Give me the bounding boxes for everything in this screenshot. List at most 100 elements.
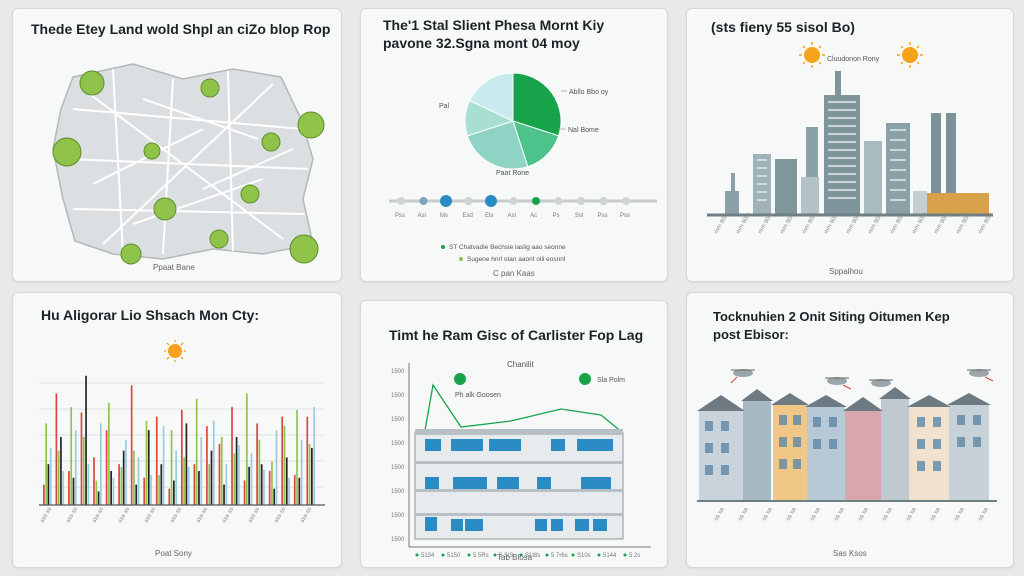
bar: [311, 447, 313, 505]
bar: [110, 471, 112, 505]
building: [931, 113, 941, 193]
bar: [263, 469, 265, 505]
bar: [243, 480, 246, 505]
house: [807, 407, 845, 501]
building-x-dot: [415, 553, 419, 557]
bar: [313, 407, 315, 505]
bar: [155, 416, 158, 505]
svg-text:ss sa: ss sa: [954, 506, 967, 522]
bar: [122, 450, 125, 505]
buildings: [725, 71, 989, 215]
bar: [220, 437, 223, 505]
building-windows: [425, 439, 613, 531]
bar: [95, 480, 98, 505]
bar: [246, 393, 248, 505]
houses-caption: Sas Ksos: [833, 549, 867, 558]
bar: [193, 464, 196, 505]
svg-text:ss sa: ss sa: [786, 506, 799, 522]
bar: [147, 430, 150, 505]
bar: [93, 457, 95, 505]
house-windows: [705, 415, 981, 475]
building-caption: Tab Blosa: [497, 553, 533, 562]
building-x-label: 5144: [603, 553, 617, 559]
building-y-labels: 1500 1500 1500 1500 1500 1500 1500 1500: [391, 369, 405, 543]
building-y-label: 1500: [391, 417, 405, 423]
bar: [112, 477, 115, 505]
bar: [250, 453, 253, 505]
building-y-label: 1500: [391, 393, 405, 399]
bar: [97, 491, 100, 505]
axis-marker-icon: [577, 197, 585, 205]
map-marker: [297, 111, 325, 139]
bar: [283, 426, 286, 505]
bar: [62, 471, 65, 505]
bar: [55, 393, 58, 505]
axis-marker-icon: [509, 197, 518, 205]
building-x-label: 5 2s: [629, 553, 640, 559]
bar: [43, 484, 45, 505]
bar: [162, 426, 165, 505]
bar: [120, 466, 123, 505]
map-marker: [120, 243, 142, 265]
bar: [248, 466, 250, 505]
bars-caption: Poat Sony: [155, 549, 192, 558]
bar: [210, 450, 213, 505]
building-y-label: 1500: [391, 369, 405, 375]
building-callout-3: Sla Polm: [597, 377, 625, 384]
building-x-label: S1t8s: [525, 553, 540, 559]
pie-axis-label: Els: [485, 213, 493, 219]
axis-marker-icon: [554, 197, 563, 205]
axis-marker-icon: [397, 197, 405, 205]
svg-text:ss sa: ss sa: [858, 506, 871, 522]
skyline-illustration: Cluudonon Rony mm 90m mm 90m mm 9: [707, 42, 994, 235]
bar: [195, 398, 198, 505]
bars-panel: Hu Aligorar Lio Shsach Mon Cty: sss ss s…: [12, 292, 342, 568]
pie-legend-2: Sugene hnrl otan aaont olli eosnnl: [467, 256, 566, 263]
bar: [45, 423, 47, 505]
building-callout-dot: [454, 373, 466, 385]
bar: [308, 443, 311, 505]
pie-axis-label: Pss: [395, 213, 405, 219]
drone-icon: [825, 377, 852, 390]
drone-icon: [730, 369, 755, 384]
building: [946, 113, 956, 193]
bar: [87, 464, 90, 505]
bar: [206, 426, 208, 505]
svg-text:sss ss: sss ss: [144, 507, 158, 524]
bar: [143, 477, 146, 505]
svg-text:ss sa: ss sa: [834, 506, 847, 522]
building-x-dot: [545, 553, 549, 557]
building: [731, 173, 735, 191]
bar: [268, 471, 271, 505]
pie-slice: [468, 72, 514, 122]
sun-icon: [897, 42, 923, 68]
pie-label-2: Nal Bome: [568, 127, 599, 134]
bars-tick-labels: sss ss sss ss sss ss sss ss sss ss sss s…: [40, 507, 314, 524]
house: [845, 411, 881, 501]
bar: [72, 477, 75, 505]
bar: [298, 477, 301, 505]
bar: [275, 430, 278, 505]
bar: [238, 445, 240, 505]
map-caption: Ppaat Bane: [153, 263, 195, 272]
svg-text:ss sa: ss sa: [906, 506, 919, 522]
svg-text:ss sa: ss sa: [810, 506, 823, 522]
svg-text:sss ss: sss ss: [196, 507, 210, 524]
building: [835, 71, 841, 95]
svg-text:ss sa: ss sa: [978, 506, 991, 522]
skyline-panel: (sts fieny 55 sisol Bo) Cluudonon Rony: [686, 8, 1014, 282]
svg-text:sss ss: sss ss: [92, 507, 106, 524]
pie-axis-label: Pss: [598, 213, 608, 219]
house-roofs: [697, 387, 991, 411]
bar: [105, 430, 108, 505]
building-x-label: 5 5Rs: [473, 553, 489, 559]
bar: [47, 464, 50, 505]
svg-text:ss sa: ss sa: [738, 506, 751, 522]
sun-icon: [164, 340, 186, 362]
bar: [145, 420, 148, 505]
map-marker: [52, 137, 82, 167]
bar: [260, 464, 263, 505]
bar: [223, 484, 225, 505]
map-marker: [261, 132, 281, 152]
bar: [281, 416, 284, 505]
